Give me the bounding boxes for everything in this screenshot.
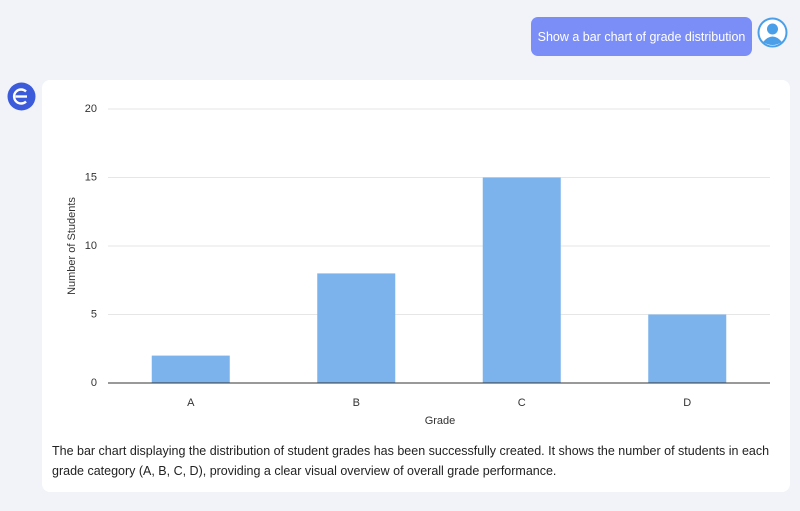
x-tick-label: D (683, 397, 691, 409)
bar (317, 273, 396, 383)
y-tick-label: 5 (91, 308, 97, 320)
y-tick-label: 10 (85, 240, 97, 252)
x-tick-label: B (353, 397, 360, 409)
bar (648, 314, 727, 383)
chart: Grade Number of Students 0 5 10 15 20 A B C D (66, 103, 770, 427)
x-tick-label: C (518, 397, 526, 409)
y-axis-title: Number of Students (66, 197, 78, 295)
response-card (42, 80, 790, 492)
x-tick-label: A (187, 397, 195, 409)
x-axis-title: Grade (425, 415, 456, 427)
user-avatar (757, 17, 788, 48)
response-text: The bar chart displaying the distributio… (52, 444, 770, 478)
y-tick-label: 20 (85, 103, 97, 115)
bar (482, 177, 561, 383)
bar (151, 355, 230, 383)
y-tick-label: 0 (91, 377, 97, 389)
user-message: Show a bar chart of grade distribution (531, 17, 752, 56)
y-tick-label: 15 (85, 171, 97, 183)
assistant-icon (7, 82, 36, 111)
